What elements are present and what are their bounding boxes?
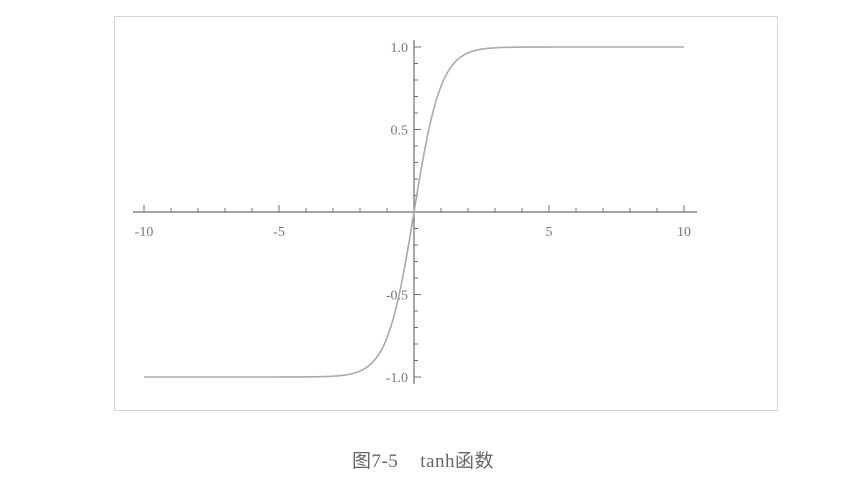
- data-point: [400, 287, 402, 289]
- y-tick-label: 0.5: [391, 124, 409, 139]
- series: [143, 46, 685, 378]
- x-tick-label: 5: [546, 225, 553, 240]
- y-tick-label: -1.0: [386, 371, 408, 386]
- data-point: [197, 376, 199, 378]
- y-tick-label: 1.0: [391, 41, 409, 56]
- figure-caption: 图7-5 tanh函数: [0, 446, 846, 473]
- axes: [133, 40, 697, 384]
- data-point: [440, 85, 442, 87]
- data-point: [467, 52, 469, 54]
- data-point: [346, 374, 348, 376]
- data-point: [305, 376, 307, 378]
- data-point: [521, 46, 523, 48]
- data-point: [629, 46, 631, 48]
- data-point: [332, 375, 334, 377]
- data-point: [575, 46, 577, 48]
- tick-labels: -10 -5 5 10 1.0 0.5 -0.5 -1.0: [135, 41, 691, 386]
- data-point: [251, 376, 253, 378]
- data-point: [386, 337, 388, 339]
- data-point: [373, 361, 375, 363]
- chart-frame: [114, 16, 778, 411]
- data-point: [143, 376, 145, 378]
- data-point: [413, 211, 415, 213]
- figure-number: 图7-5: [351, 451, 399, 472]
- data-point: [481, 48, 483, 50]
- data-point: [494, 47, 496, 49]
- data-point: [427, 135, 429, 137]
- data-point: [359, 370, 361, 372]
- figure-title: tanh函数: [420, 451, 495, 472]
- tanh-curve: [144, 46, 684, 378]
- y-tick-label: -0.5: [386, 289, 408, 304]
- data-point: [454, 62, 456, 64]
- ticks: [143, 46, 685, 378]
- x-tick-label: 10: [677, 225, 691, 240]
- x-tick-label: -5: [273, 225, 285, 240]
- x-tick-label: -10: [135, 225, 154, 240]
- data-point: [683, 46, 685, 48]
